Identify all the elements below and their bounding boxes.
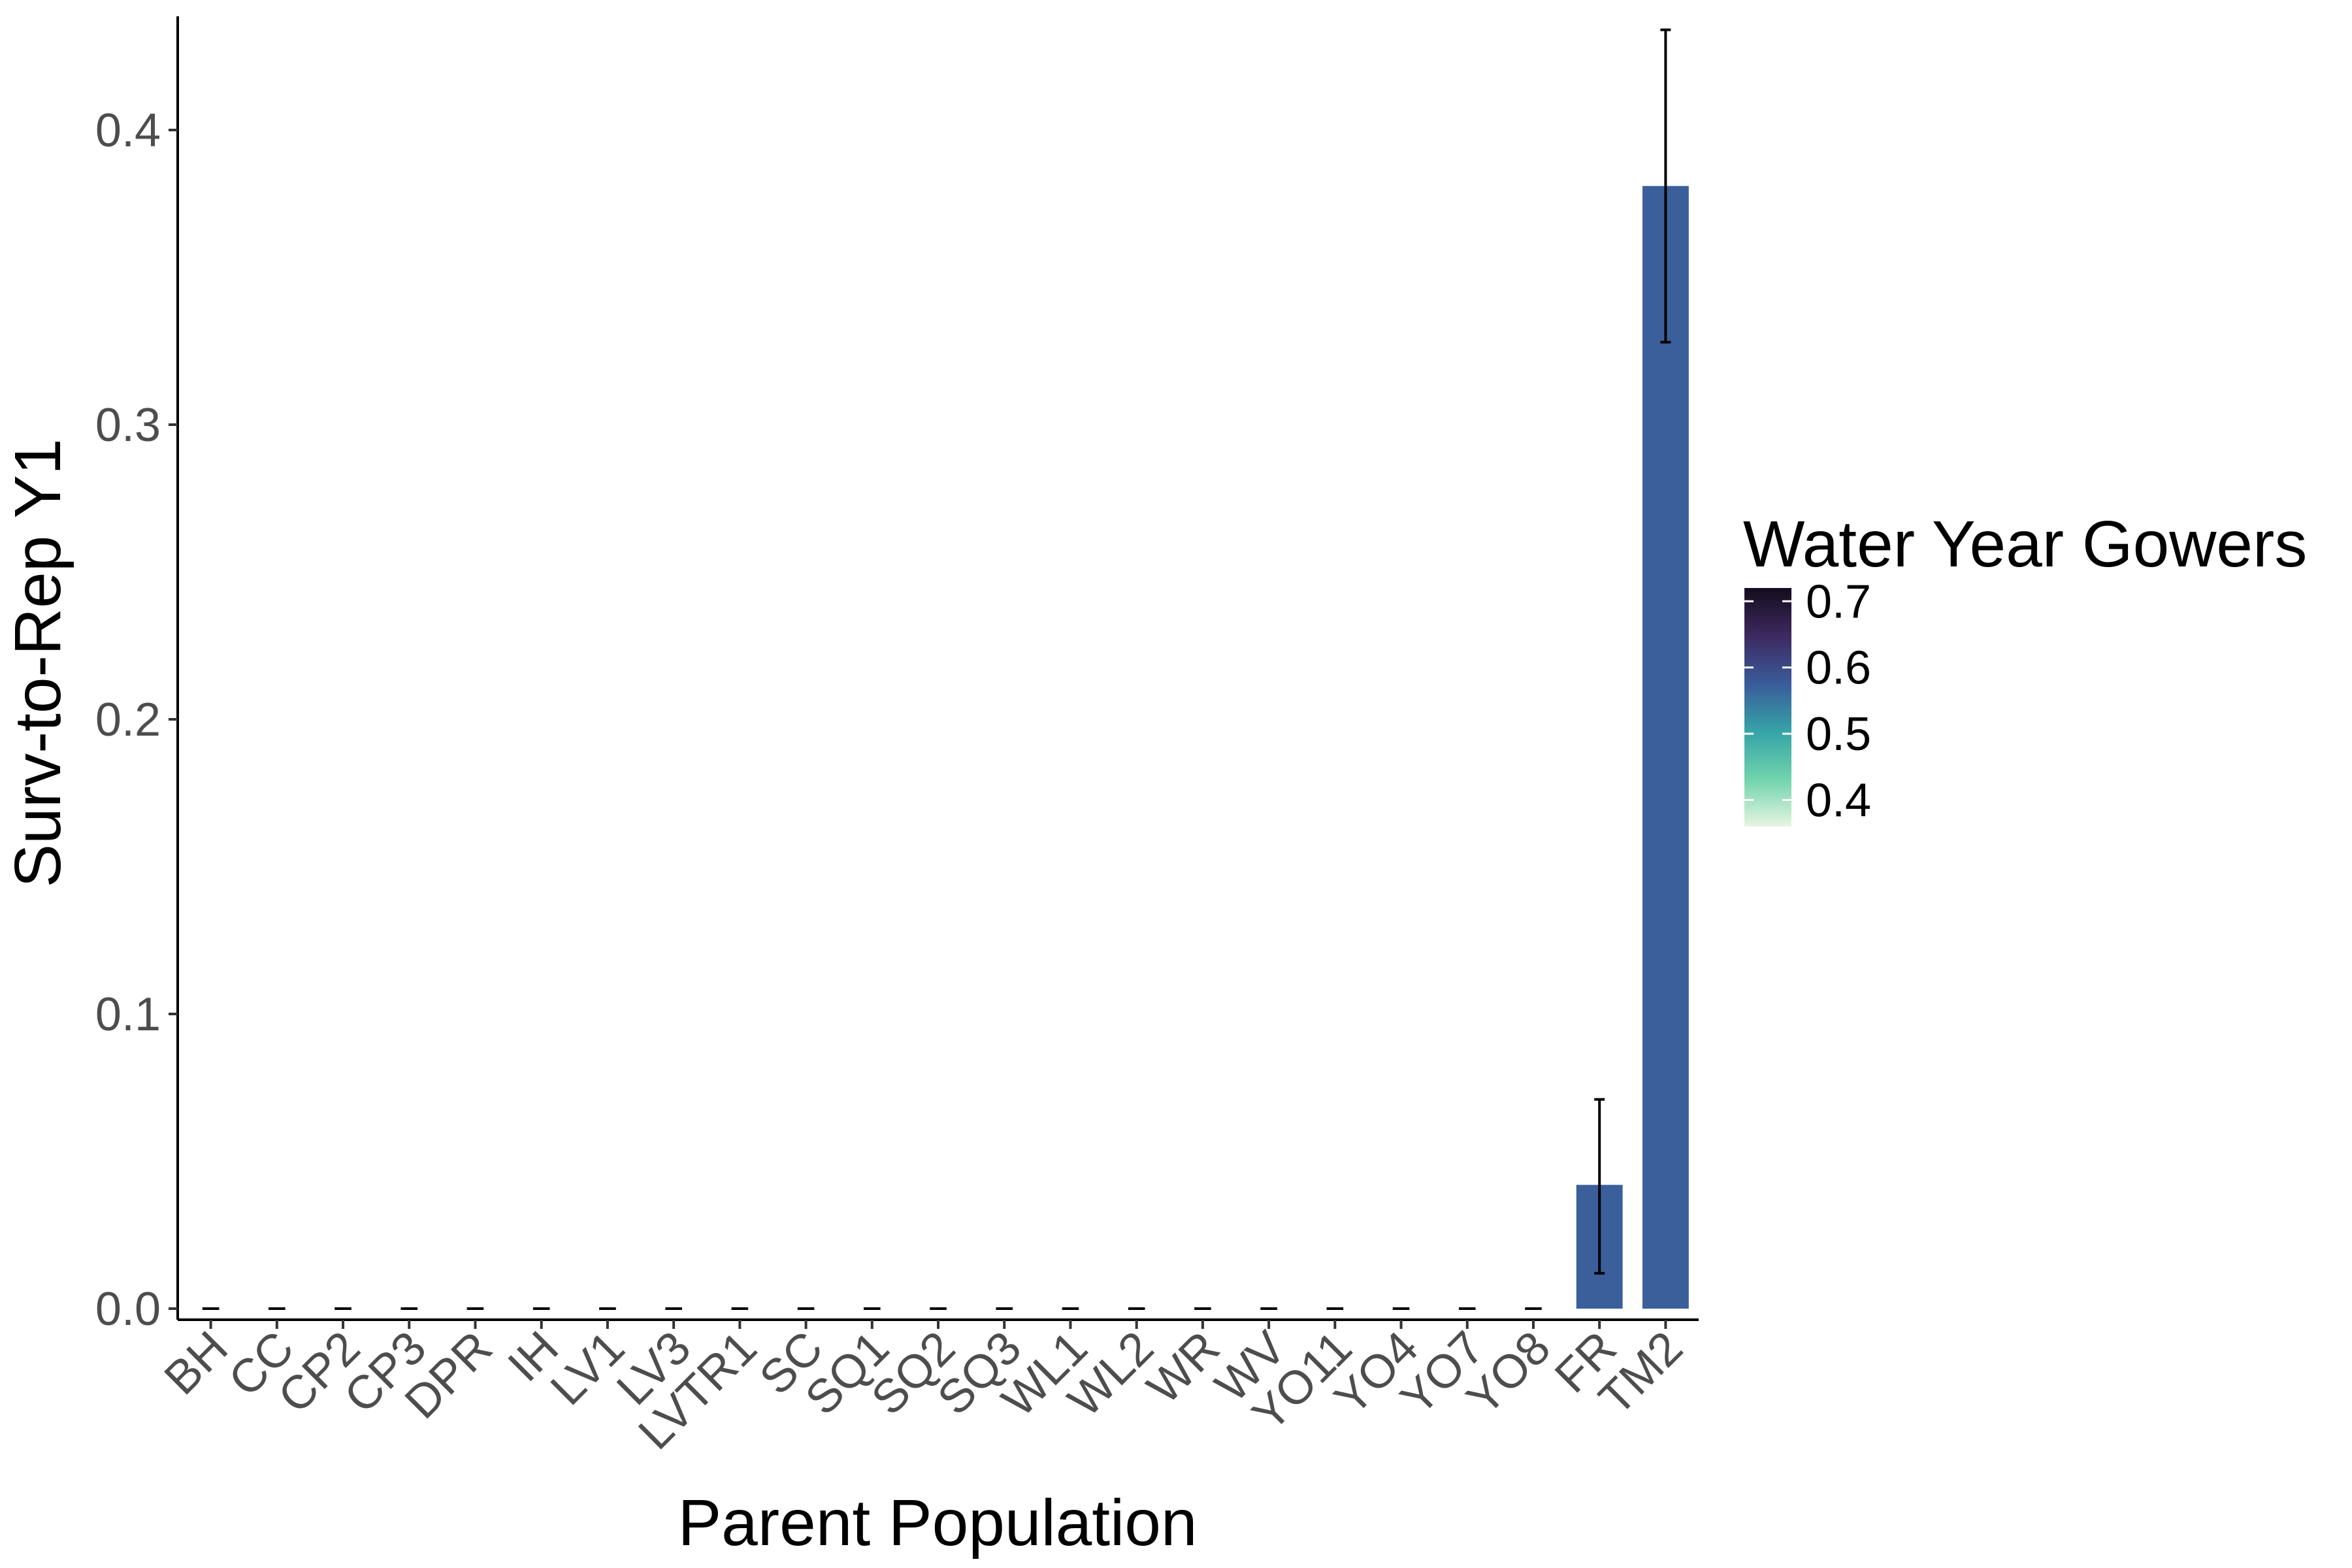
legend: Water Year Gowers 0.7 0.6 0.5 0.4 — [1743, 508, 2307, 826]
y-tick-label: 0.2 — [95, 694, 161, 746]
y-tick-label: 0.1 — [95, 988, 161, 1041]
bar — [1642, 186, 1689, 1309]
legend-colorbar — [1744, 588, 1791, 826]
legend-tick-label: 0.4 — [1806, 774, 1871, 826]
y-tick-label: 0.4 — [95, 105, 161, 157]
y-tick-label: 0.0 — [95, 1283, 161, 1335]
legend-title: Water Year Gowers — [1743, 508, 2307, 581]
x-tick-labels: BHCCCP2CP3DPRIHLV1LV3LVTR1SCSQ1SQ2SQ3WL1… — [155, 1320, 1693, 1460]
y-axis-title: Surv-to-Rep Y1 — [1, 438, 74, 887]
y-tick-labels: 0.0 0.1 0.2 0.3 0.4 — [95, 105, 178, 1335]
legend-tick-label: 0.5 — [1806, 708, 1871, 760]
legend-ticks: 0.7 0.6 0.5 0.4 — [1744, 576, 1871, 826]
x-axis-title: Parent Population — [678, 1486, 1197, 1560]
legend-tick-label: 0.7 — [1806, 576, 1871, 628]
legend-tick-label: 0.6 — [1806, 642, 1871, 694]
y-tick-label: 0.3 — [95, 399, 161, 451]
plot-area — [176, 16, 1699, 1321]
